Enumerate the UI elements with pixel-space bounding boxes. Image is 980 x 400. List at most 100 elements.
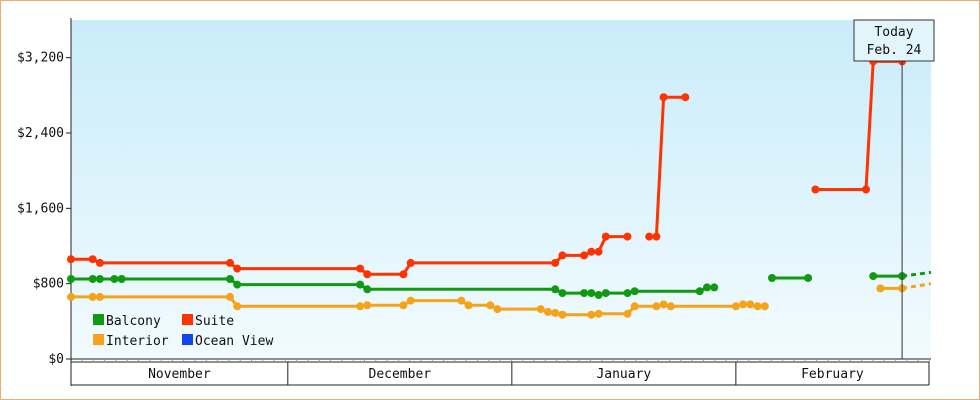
data-point	[695, 287, 704, 296]
legend-swatch	[93, 334, 104, 345]
data-point	[406, 258, 415, 267]
axes: $0 $800 $1,600 $2,400 $3,200 November December…	[17, 18, 931, 386]
data-point	[226, 275, 234, 283]
data-point	[233, 280, 242, 289]
series-layer	[67, 43, 932, 319]
data-point	[399, 270, 408, 279]
data-point	[869, 272, 878, 281]
data-point	[363, 270, 372, 279]
data-point	[666, 302, 675, 311]
data-point	[645, 232, 654, 241]
data-point	[587, 247, 596, 256]
data-point	[493, 305, 502, 314]
data-point	[464, 301, 473, 310]
data-point	[363, 285, 372, 294]
data-point	[594, 291, 603, 299]
data-point	[117, 275, 126, 283]
today-box	[853, 19, 935, 62]
month-label: December	[369, 367, 432, 382]
series-balcony	[67, 270, 932, 299]
data-point	[356, 264, 365, 273]
data-point	[233, 264, 242, 273]
data-point	[681, 93, 690, 102]
series-interior	[67, 282, 932, 319]
data-point	[95, 275, 104, 283]
data-point	[95, 292, 104, 301]
data-point	[356, 280, 365, 289]
data-point	[95, 258, 104, 267]
data-point	[623, 232, 632, 241]
y-tick-label: $3,200	[17, 51, 64, 66]
data-point	[630, 287, 639, 296]
data-point	[67, 255, 75, 264]
data-point	[739, 300, 748, 309]
data-point	[536, 305, 545, 314]
data-point	[703, 283, 711, 292]
data-point	[623, 309, 632, 318]
data-point	[601, 289, 610, 298]
data-point	[88, 275, 97, 283]
data-point	[551, 285, 560, 294]
data-point	[760, 302, 769, 311]
data-point	[659, 300, 668, 309]
data-point	[88, 255, 97, 264]
data-point	[811, 185, 820, 194]
data-point	[587, 289, 596, 298]
legend-swatch	[182, 314, 193, 325]
data-point	[363, 301, 372, 310]
legend-label: Ocean View	[195, 334, 273, 349]
data-point	[551, 308, 560, 317]
data-point	[753, 302, 762, 311]
legend-label: Interior	[106, 334, 169, 349]
projection-line	[901, 282, 932, 290]
data-point	[652, 232, 661, 241]
data-point	[551, 258, 560, 267]
month-label: February	[801, 367, 864, 382]
legend-swatch	[93, 314, 104, 325]
data-point	[226, 292, 234, 301]
legend-label: Suite	[195, 314, 234, 329]
data-point	[226, 258, 234, 267]
today-label: Today	[874, 25, 913, 40]
data-point	[558, 310, 567, 319]
data-point	[876, 284, 885, 293]
data-point	[804, 274, 813, 282]
legend: Balcony Suite Interior Ocean View	[93, 314, 273, 349]
y-tick-label: $1,600	[17, 201, 64, 216]
data-point	[67, 275, 75, 283]
data-point	[580, 289, 589, 298]
data-point	[652, 302, 661, 311]
data-point	[594, 247, 603, 256]
data-point	[457, 296, 466, 305]
data-point	[88, 292, 97, 301]
data-point	[768, 274, 776, 282]
data-point	[623, 289, 632, 298]
data-point	[746, 300, 755, 309]
y-tick-label: $0	[48, 352, 64, 367]
data-point	[356, 302, 365, 311]
data-point	[67, 292, 75, 301]
data-point	[544, 307, 552, 316]
data-point	[486, 301, 495, 310]
y-tick-label: $800	[33, 277, 64, 292]
data-point	[399, 301, 408, 310]
data-point	[587, 310, 596, 319]
data-point	[558, 289, 567, 298]
data-point	[862, 185, 870, 194]
data-point	[731, 302, 740, 311]
data-point	[594, 309, 603, 318]
projection-line	[901, 270, 932, 278]
data-point	[558, 251, 567, 260]
plot-area	[71, 20, 931, 359]
today-marker: Today Feb. 24	[853, 19, 935, 359]
data-point	[601, 232, 610, 241]
month-label: January	[596, 367, 651, 382]
data-point	[710, 283, 719, 292]
month-label: November	[148, 367, 211, 382]
data-point	[406, 296, 415, 305]
data-point	[580, 251, 589, 260]
data-point	[110, 275, 119, 283]
legend-swatch	[182, 334, 193, 345]
y-tick-label: $2,400	[17, 126, 64, 141]
